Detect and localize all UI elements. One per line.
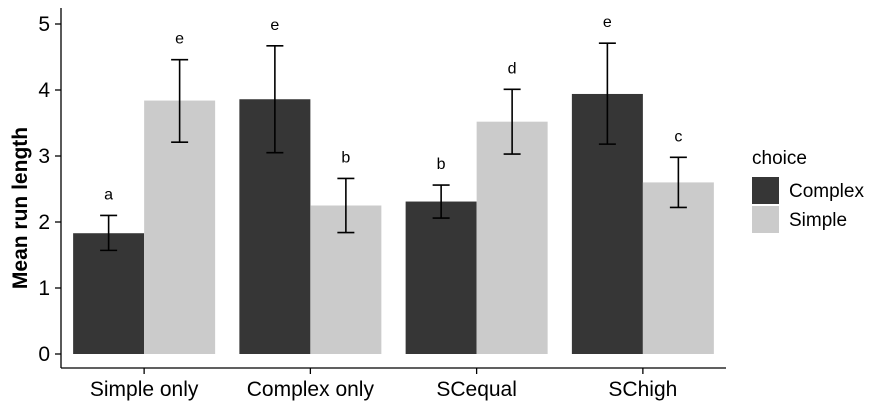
significance-label: d xyxy=(508,60,517,77)
x-tick-label: SChigh xyxy=(608,378,677,401)
significance-label: c xyxy=(674,128,682,145)
significance-label: e xyxy=(270,17,279,34)
legend: choice Complex Simple xyxy=(752,148,864,233)
x-tick-label: SCequal xyxy=(436,378,517,401)
legend-swatch xyxy=(752,177,779,204)
y-tick-label: 5 xyxy=(38,13,50,36)
x-tick-label: Simple only xyxy=(90,378,199,401)
significance-label: e xyxy=(603,14,612,31)
legend-label: Complex xyxy=(789,181,864,202)
x-axis-ticks: Simple only Complex only SCequal SChigh xyxy=(90,368,677,401)
x-tick-label: Complex only xyxy=(247,378,375,401)
legend-label: Simple xyxy=(789,210,847,231)
y-tick-label: 2 xyxy=(38,211,50,234)
y-tick-label: 3 xyxy=(38,145,50,168)
bar xyxy=(73,233,145,354)
significance-label: a xyxy=(104,186,113,203)
plot-area: a e e b b d e c xyxy=(73,14,714,355)
y-axis-ticks: 0 1 2 3 4 5 xyxy=(38,13,61,366)
bar xyxy=(476,121,548,355)
y-tick-label: 4 xyxy=(38,79,50,102)
y-tick-label: 0 xyxy=(38,343,50,366)
significance-label: b xyxy=(341,149,350,166)
legend-title: choice xyxy=(752,148,807,169)
significance-label: e xyxy=(175,31,184,48)
y-axis-title: Mean run length xyxy=(9,127,32,289)
y-tick-label: 1 xyxy=(38,277,50,300)
bar xyxy=(405,201,477,354)
significance-label: b xyxy=(437,156,446,173)
bar xyxy=(642,182,714,354)
legend-swatch xyxy=(752,206,779,233)
